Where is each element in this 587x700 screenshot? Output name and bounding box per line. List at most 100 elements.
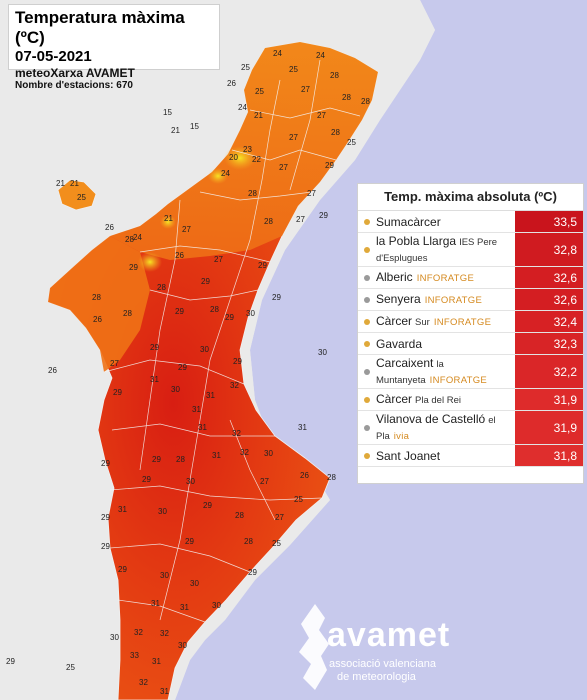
station-temperature-label: 31 — [180, 603, 189, 612]
station-temperature-label: 29 — [233, 357, 242, 366]
station-temperature-label: 31 — [160, 687, 169, 696]
ranking-row: Gavarda 32,3 — [358, 333, 583, 355]
station-temperature-label: 29 — [258, 261, 267, 270]
station-temperature-label: 24 — [133, 233, 142, 242]
station-temperature-label: 23 — [243, 145, 252, 154]
station-label: Sumacàrcer — [376, 215, 441, 229]
station-location: la Muntanyeta — [376, 358, 444, 386]
station-name: Senyera INFORATGE — [358, 289, 515, 310]
station-name: Carcaixent la Muntanyeta INFORATGE — [358, 355, 515, 388]
station-temperature-label: 29 — [203, 501, 212, 510]
station-temperature-label: 27 — [182, 225, 191, 234]
station-temperature-label: 29 — [225, 313, 234, 322]
station-temperature-label: 29 — [142, 475, 151, 484]
station-temperature-label: 27 — [317, 111, 326, 120]
station-temperature-label: 31 — [192, 405, 201, 414]
station-temperature-label: 28 — [210, 305, 219, 314]
station-name-text: Càrcer — [376, 313, 413, 328]
network-tag: INFORATGE — [416, 272, 475, 284]
station-name-text: Sumacàrcer — [376, 214, 441, 229]
station-temperature-label: 25 — [77, 193, 86, 202]
ranking-row: Carcaixent la Muntanyeta INFORATGE 32,2 — [358, 355, 583, 389]
ranking-table: Temp. màxima absoluta (ºC) Sumacàrcer 33,… — [357, 183, 584, 484]
station-temperature-label: 25 — [294, 495, 303, 504]
cool-spot — [224, 146, 256, 170]
station-temperature-label: 31 — [298, 423, 307, 432]
station-temperature-label: 20 — [229, 153, 238, 162]
station-label: Senyera INFORATGE — [376, 292, 482, 308]
station-name: Càrcer Sur INFORATGE — [358, 311, 515, 332]
station-temperature-label: 15 — [163, 108, 172, 117]
station-location: el Pla — [376, 414, 496, 442]
station-temperature-label: 29 — [272, 293, 281, 302]
avamet-mark-icon — [299, 604, 329, 690]
station-temperature-label: 28 — [123, 309, 132, 318]
station-temperature-label: 30 — [264, 449, 273, 458]
cool-spot — [138, 252, 162, 272]
station-temperature-label: 30 — [158, 507, 167, 516]
station-temperature-label: 29 — [201, 277, 210, 286]
station-temperature-label: 31 — [212, 451, 221, 460]
station-temperature-label: 31 — [198, 423, 207, 432]
station-temperature-label: 28 — [92, 293, 101, 302]
network-tag: ivia — [393, 430, 410, 442]
station-temperature-label: 32 — [240, 448, 249, 457]
logo-name: avamet — [327, 616, 451, 654]
station-temperature-label: 30 — [190, 579, 199, 588]
station-temperature-label: 29 — [101, 542, 110, 551]
station-type-dot-icon — [364, 274, 370, 281]
station-temperature-label: 31 — [118, 505, 127, 514]
map-title: Temperatura màxima (ºC) — [15, 8, 185, 47]
ranking-row: la Pobla Llarga IES Pere d'Esplugues 32,8 — [358, 233, 583, 267]
station-temperature-label: 30 — [110, 633, 119, 642]
station-temperature-label: 21 — [56, 179, 65, 188]
station-label: Gavarda — [376, 337, 422, 351]
station-label: Càrcer Pla del Rei — [376, 392, 461, 408]
station-temperature-label: 26 — [93, 315, 102, 324]
station-label: Alberic INFORATGE — [376, 270, 474, 286]
station-type-dot-icon — [364, 296, 370, 303]
station-temperature-label: 30 — [318, 348, 327, 357]
station-temperature-label: 30 — [200, 345, 209, 354]
station-temperature-label: 30 — [186, 477, 195, 486]
station-temperature-label: 27 — [110, 359, 119, 368]
station-temperature-label: 30 — [171, 385, 180, 394]
max-temperature-value: 31,9 — [515, 389, 583, 410]
station-temperature-label: 28 — [342, 93, 351, 102]
station-temperature-label: 26 — [105, 223, 114, 232]
ranking-row: Sant Joanet 31,8 — [358, 445, 583, 467]
station-name-text: la Pobla Llarga — [376, 233, 457, 248]
ranking-rows: Sumacàrcer 33,5 la Pobla Llarga IES Pere d'… — [358, 211, 583, 467]
station-temperature-label: 27 — [301, 85, 310, 94]
station-temperature-label: 33 — [130, 651, 139, 660]
network-tag: INFORATGE — [429, 374, 488, 386]
cool-spot — [160, 215, 176, 229]
station-temperature-label: 29 — [185, 537, 194, 546]
station-temperature-label: 28 — [327, 473, 336, 482]
county-borders — [103, 59, 361, 623]
station-location: Sur — [415, 316, 430, 328]
station-temperature-label: 28 — [264, 217, 273, 226]
station-type-dot-icon — [364, 246, 370, 253]
station-temperature-label: 29 — [101, 513, 110, 522]
station-temperature-label: 29 — [319, 211, 328, 220]
station-name-text: Vilanova de Castelló — [376, 411, 486, 426]
station-temperature-label: 27 — [279, 163, 288, 172]
station-temperature-label: 29 — [150, 343, 159, 352]
station-temperature-label: 28 — [125, 235, 134, 244]
station-name-text: Sant Joanet — [376, 448, 441, 463]
station-temperature-label: 21 — [254, 111, 263, 120]
station-temperature-label: 27 — [275, 513, 284, 522]
station-type-dot-icon — [364, 452, 370, 459]
station-location: IES Pere d'Esplugues — [376, 236, 498, 264]
station-label: la Pobla Llarga IES Pere d'Esplugues — [376, 234, 515, 266]
station-temperature-label: 30 — [178, 641, 187, 650]
station-temperature-label: 27 — [307, 189, 316, 198]
ranking-row: Vilanova de Castelló el Pla ivia 31,9 — [358, 411, 583, 445]
station-temperature-label: 27 — [260, 477, 269, 486]
station-temperature-label: 28 — [157, 283, 166, 292]
station-type-dot-icon — [364, 396, 370, 403]
station-label: Càrcer Sur INFORATGE — [376, 314, 491, 330]
